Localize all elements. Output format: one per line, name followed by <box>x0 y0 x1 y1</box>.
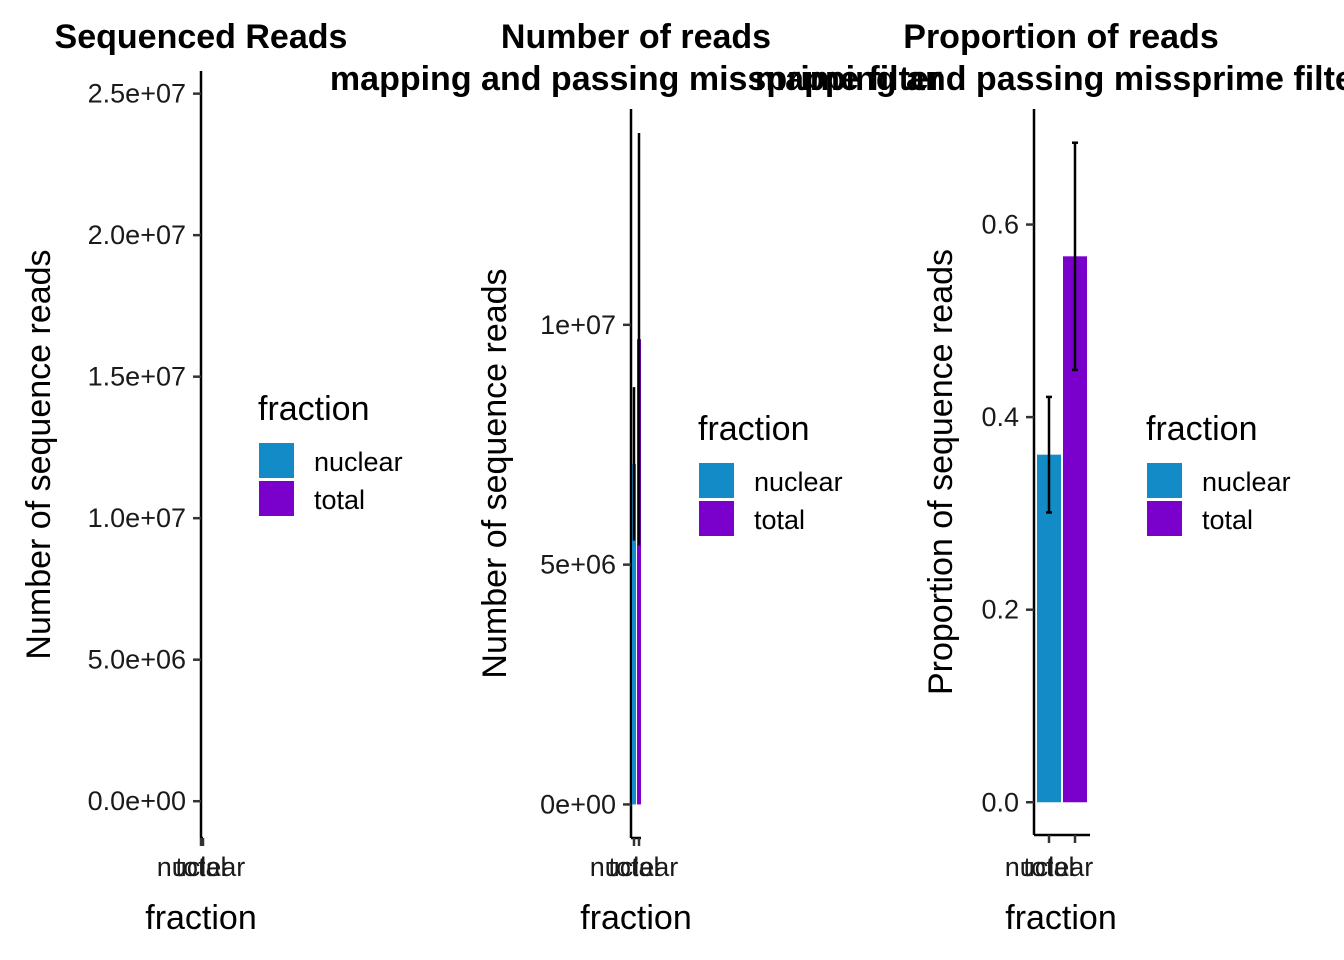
legend-swatch-total <box>259 481 294 516</box>
chart-title-line: mapping and passing missprime filter <box>755 60 1344 98</box>
legend-label-nuclear: nuclear <box>314 447 403 477</box>
x-axis-label: fraction <box>145 899 257 937</box>
legend-swatch-nuclear <box>699 463 734 498</box>
bar-nuclear <box>632 463 636 805</box>
x-tick-label-nuclear: nuclear <box>157 852 246 882</box>
y-tick-label: 0.0 <box>981 787 1019 817</box>
legend: fraction nuclear total <box>1146 410 1291 536</box>
y-tick-label: 0e+00 <box>540 789 616 819</box>
x-tick-label-total: total <box>175 852 226 882</box>
legend-label-total: total <box>314 485 365 515</box>
legend-swatch-nuclear <box>259 443 294 478</box>
y-tick-label: 2.0e+07 <box>88 220 186 250</box>
legend-title: fraction <box>698 410 810 448</box>
legend-label-total: total <box>1202 505 1253 535</box>
chart-panel-3: Proportion of reads mapping and passing m… <box>755 18 1344 937</box>
y-tick-label: 0.6 <box>981 210 1019 240</box>
chart-panel-1: Sequenced Reads 0.0e+00 5.0e+06 1.0e+07 1.5e… <box>20 18 403 937</box>
y-tick-label: 5e+06 <box>540 550 616 580</box>
chart-title-line: Proportion of reads <box>903 18 1218 56</box>
bar-total <box>637 339 641 805</box>
y-axis-label: Number of sequence reads <box>476 268 514 678</box>
y-axis-label: Number of sequence reads <box>20 249 58 659</box>
chart-title-line: Number of reads <box>501 18 771 56</box>
legend: fraction nuclear total <box>698 410 843 536</box>
y-tick-label: 0.2 <box>981 595 1019 625</box>
legend-label-nuclear: nuclear <box>754 467 843 497</box>
chart-title-line: mapping and passing missprime filter <box>330 60 942 98</box>
y-axis-label: Proportion of sequence reads <box>922 249 960 695</box>
chart-title-line: Sequenced Reads <box>55 18 348 56</box>
legend-label-nuclear: nuclear <box>1202 467 1291 497</box>
y-tick-label: 2.5e+07 <box>88 79 186 109</box>
legend-title: fraction <box>1146 410 1258 448</box>
x-axis-label: fraction <box>1005 899 1117 937</box>
y-tick-label: 0.0e+00 <box>88 786 186 816</box>
legend: fraction nuclear total <box>258 390 403 516</box>
chart-panel-2: Number of reads mapping and passing missp… <box>330 18 942 937</box>
x-tick-label-total: total <box>608 852 659 882</box>
legend-label-total: total <box>754 505 805 535</box>
y-tick-label: 1.0e+07 <box>88 503 186 533</box>
legend-swatch-total <box>1147 501 1182 536</box>
legend-swatch-total <box>699 501 734 536</box>
legend-swatch-nuclear <box>1147 463 1182 498</box>
y-tick-label: 0.4 <box>981 402 1019 432</box>
y-tick-label: 5.0e+06 <box>88 645 186 675</box>
x-tick-label-nuclear: nuclear <box>1005 852 1094 882</box>
x-axis-label: fraction <box>580 899 692 937</box>
x-tick-label-total: total <box>1023 852 1074 882</box>
x-tick-label-nuclear: nuclear <box>590 852 679 882</box>
legend-title: fraction <box>258 390 370 428</box>
y-tick-label: 1e+07 <box>540 310 616 340</box>
y-tick-label: 1.5e+07 <box>88 362 186 392</box>
